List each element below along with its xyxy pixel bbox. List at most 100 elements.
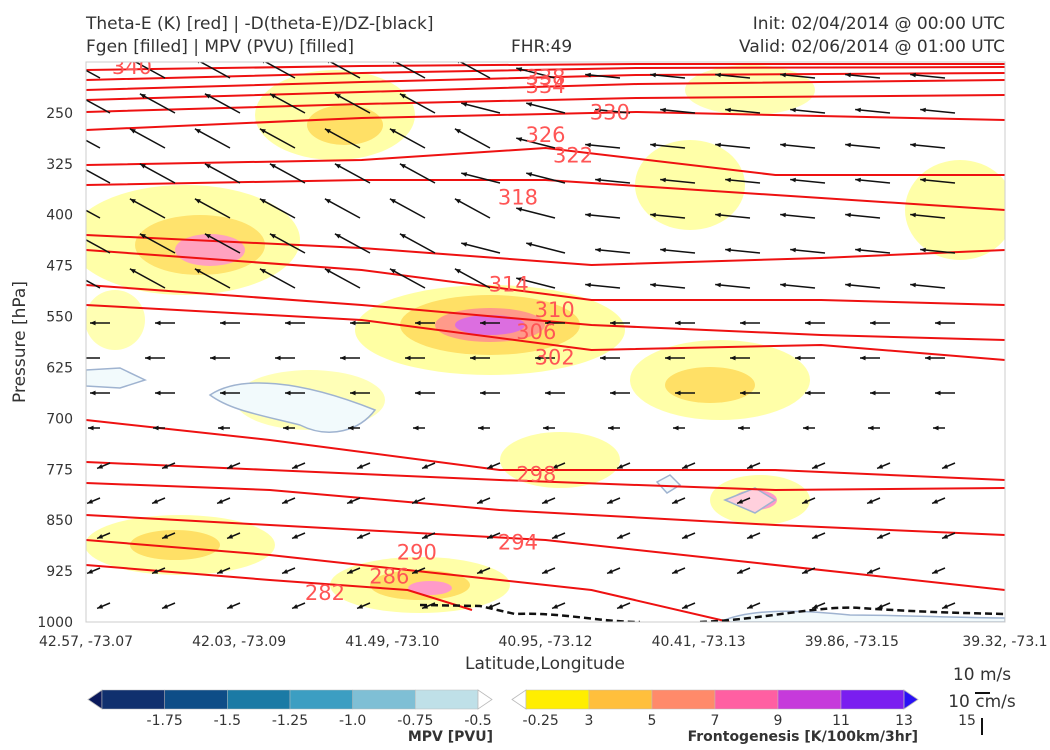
wind-vector (585, 283, 621, 289)
wind-vector (516, 277, 556, 289)
wind-vector-head (802, 499, 809, 504)
theta-e-line (86, 284, 1005, 341)
wind-vector-head (920, 177, 926, 183)
wind-vector (526, 242, 566, 254)
wind-vector-head (845, 212, 851, 218)
theta-e-label: 340 (112, 55, 152, 79)
wind-vector-head (935, 320, 941, 326)
wind-vector-head (470, 355, 476, 361)
wind-vector (725, 178, 761, 184)
wind-vector-head (282, 569, 289, 574)
wind-vector (650, 143, 686, 149)
wind-vector-head (347, 569, 354, 574)
x-tick-label: 42.03, -73.09 (192, 634, 286, 650)
wind-vector (259, 268, 296, 289)
wind-vector-head (415, 320, 421, 326)
wind-vector-head (194, 268, 201, 274)
wind-vector (910, 283, 946, 289)
wind-vector (399, 93, 436, 114)
wind-vector (725, 108, 761, 114)
wind-vector-head (650, 282, 656, 288)
wind-vector (204, 233, 241, 254)
wind-vector-head (350, 320, 356, 326)
wind-vector (454, 198, 491, 219)
wind-vector-head (672, 569, 679, 574)
wind-vector (129, 198, 166, 219)
wind-vector-head (129, 198, 136, 204)
wind-vector (715, 283, 751, 289)
wind-vector-head (194, 198, 201, 204)
theta-e-line (86, 234, 1005, 267)
wind-vector-head (910, 72, 916, 78)
wind-vector-head (675, 390, 681, 396)
wind-vector-head (204, 93, 211, 99)
wind-vector-head (357, 604, 364, 609)
wind-vector-head (910, 212, 916, 218)
mpv-colorbar: -1.75 -1.5 -1.25 -1.0 -0.75 -0.5 -0.25 (87, 689, 559, 729)
wind-vector-head (75, 94, 81, 99)
theta-e-label: 318 (498, 186, 538, 210)
wind-vector-head (162, 464, 169, 469)
wind-vector-head (477, 499, 484, 504)
x-axis-label: Latitude,Longitude (465, 654, 625, 674)
wind-vector-head (210, 355, 216, 361)
colorbar-segment (164, 689, 228, 710)
wind-vector-head (920, 247, 926, 253)
wind-vector-head (204, 163, 211, 169)
theta-e-label: 314 (489, 272, 529, 296)
wind-vector-head (812, 604, 819, 609)
wind-vector-head (535, 355, 541, 361)
y-tick-label: 475 (46, 259, 73, 275)
wind-vector-head (738, 425, 744, 431)
wind-vector-head (543, 425, 549, 431)
wind-vector-head (542, 569, 549, 574)
wind-vector-head (526, 102, 533, 107)
theta-e-line (86, 419, 1005, 481)
wind-vector-head (75, 164, 81, 169)
wind-vector (204, 163, 241, 184)
theta-e-line (86, 94, 1005, 113)
y-axis: 250 325 400 475 550 625 700 775 850 925 1000 (37, 106, 73, 631)
wind-vector-head (942, 464, 949, 469)
wind-vector-head (660, 247, 666, 253)
wind-vector-head (334, 93, 341, 99)
wind-vector (334, 233, 371, 254)
wind-vector-head (269, 163, 276, 169)
wind-vector-head (152, 499, 159, 504)
wind-vector (269, 163, 306, 184)
wind-vector (399, 233, 436, 254)
wind-vector-head (283, 425, 289, 431)
wind-vector-head (780, 72, 786, 78)
wind-vector-head (617, 604, 624, 609)
wind-vector-head (153, 425, 159, 431)
wind-vector-head (790, 177, 796, 183)
wind-vector-head (803, 425, 809, 431)
wind-vector (660, 248, 696, 254)
wind-vector-head (422, 604, 429, 609)
theta-e-label: 330 (590, 101, 630, 125)
mpv-contours (86, 367, 1005, 622)
wind-vector (259, 198, 296, 219)
wind-vector-head (357, 464, 364, 469)
vector-key: 10 m/s 10 cm/s (948, 665, 1016, 735)
wind-vector-head (350, 390, 356, 396)
wind-vector-head (292, 464, 299, 469)
wind-vector-head (552, 464, 559, 469)
colorbar-segment (903, 689, 919, 710)
wind-vector-head (155, 320, 161, 326)
wind-vector-head (357, 534, 364, 539)
colorbar-segment (651, 689, 716, 710)
y-tick-label: 1000 (37, 615, 73, 631)
wind-vector (585, 213, 621, 219)
wind-vector-head (275, 355, 281, 361)
wind-vector-head (477, 569, 484, 574)
wind-vector-head (405, 355, 411, 361)
wind-vector-head (585, 212, 591, 218)
theta-e-line (86, 179, 1005, 211)
theta-e-line (86, 66, 1005, 81)
wind-vector (86, 239, 111, 254)
theta-e-line (86, 304, 1005, 361)
wind-vector-head (855, 107, 861, 113)
wind-vector-head (487, 464, 494, 469)
colorbar-tick-label: 5 (648, 713, 657, 729)
